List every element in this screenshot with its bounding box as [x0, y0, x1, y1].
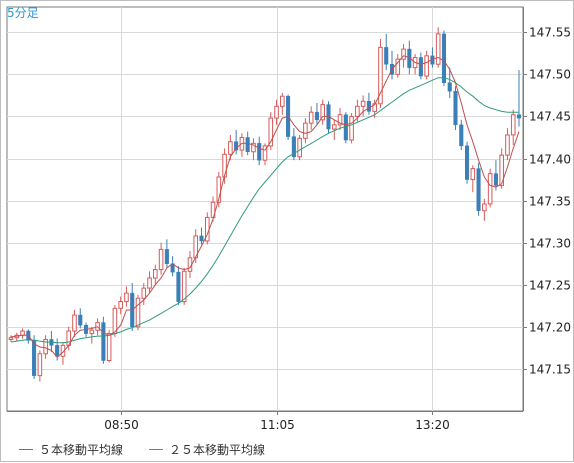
candle-body-up: [158, 248, 164, 271]
candle-body-up: [482, 203, 487, 212]
candle-body-up: [181, 270, 187, 303]
y-tick-label: 147.25: [529, 279, 571, 293]
candle-body-down: [78, 314, 83, 326]
candle-body-down: [493, 173, 498, 186]
candle-body-down: [465, 145, 470, 180]
ma25-line: [10, 77, 519, 344]
candle-body-up: [153, 269, 158, 279]
candle-body-down: [459, 124, 464, 147]
ma5-line: [10, 55, 520, 358]
candle-body-up: [222, 153, 227, 178]
period-label: 5分足: [7, 6, 39, 20]
candle-body-down: [384, 47, 389, 65]
x-tick-label: 08:50: [104, 418, 139, 432]
candle-body-up: [424, 55, 429, 77]
candle-body-up: [308, 111, 314, 124]
candle-body-up: [303, 122, 308, 139]
candle-body-up: [487, 173, 493, 205]
candle-body-up: [505, 134, 510, 156]
candle-body-down: [407, 48, 412, 68]
candle-body-up: [337, 114, 343, 126]
candle-body-up: [118, 301, 123, 309]
candle-body-down: [101, 322, 106, 361]
candle-body-up: [72, 314, 77, 332]
x-tick-label: 13:20: [415, 418, 450, 432]
candle-body-up: [395, 58, 401, 75]
candle-body-down: [453, 90, 458, 126]
candle-body-down: [55, 345, 60, 357]
candle-body-up: [262, 145, 268, 161]
legend-swatch-ma25: [149, 449, 164, 450]
candle-body-down: [32, 340, 37, 376]
y-tick-label: 147.30: [529, 237, 571, 251]
candle-body-up: [360, 100, 366, 107]
candle-body-down: [418, 57, 423, 77]
candle-body-up: [378, 46, 383, 105]
candle-body-down: [164, 249, 169, 264]
y-tick-label: 147.35: [529, 195, 571, 209]
y-tick-label: 147.45: [529, 110, 571, 124]
y-tick-label: 147.55: [529, 26, 571, 40]
candle-body-up: [349, 115, 354, 141]
candle-body-up: [435, 33, 441, 65]
candle-body-up: [355, 105, 360, 117]
candle-body-up: [8, 337, 14, 340]
candle-body-up: [37, 353, 43, 377]
candle-body-up: [274, 105, 279, 119]
candle-body-up: [320, 104, 326, 121]
legend-swatch-ma5: [19, 449, 33, 450]
candle-body-down: [447, 82, 452, 92]
legend-item-ma25: ２５本移動平均線: [149, 441, 265, 458]
candle-body-down: [245, 137, 250, 153]
x-tick-label: 11:05: [260, 418, 295, 432]
candle-body-up: [20, 330, 25, 336]
candle-body-down: [176, 271, 181, 302]
y-tick-label: 147.40: [529, 153, 571, 167]
candle-body-up: [280, 95, 285, 107]
candle-body-up: [141, 287, 147, 299]
y-tick-label: 147.50: [529, 68, 571, 82]
candle-body-down: [441, 33, 446, 83]
candle-body-down: [476, 168, 481, 211]
candle-body-up: [510, 114, 516, 136]
legend-item-ma5: ５本移動平均線: [19, 441, 123, 458]
candle-body-up: [106, 333, 112, 362]
candle-body-up: [401, 48, 406, 60]
legend-label-ma25: ２５本移動平均線: [169, 443, 266, 457]
candle-body-up: [147, 277, 152, 289]
candle-body-down: [257, 143, 262, 161]
candle-body-up: [470, 168, 476, 181]
candle-body-up: [268, 117, 274, 147]
y-tick-label: 147.20: [529, 321, 571, 335]
legend-label-ma5: ５本移動平均線: [39, 443, 124, 457]
candle-body-down: [199, 235, 204, 242]
candle-body-up: [228, 141, 233, 155]
candle-body-down: [516, 114, 522, 119]
y-tick-label: 147.15: [529, 363, 571, 377]
candle-body-up: [251, 142, 256, 153]
candle-body-up: [43, 338, 48, 355]
candle-body-down: [291, 136, 296, 158]
candle-body-down: [234, 141, 239, 151]
candle-body-up: [331, 124, 337, 130]
candle-body-up: [135, 297, 141, 328]
candle-body-down: [366, 101, 371, 112]
candle-body-down: [314, 111, 319, 121]
legend: ５本移動平均線 ２５本移動平均線: [19, 441, 265, 458]
candle-body-up: [297, 137, 302, 158]
candle-body-up: [499, 154, 504, 186]
candle-body-up: [124, 292, 129, 303]
candle-body-up: [89, 329, 95, 335]
